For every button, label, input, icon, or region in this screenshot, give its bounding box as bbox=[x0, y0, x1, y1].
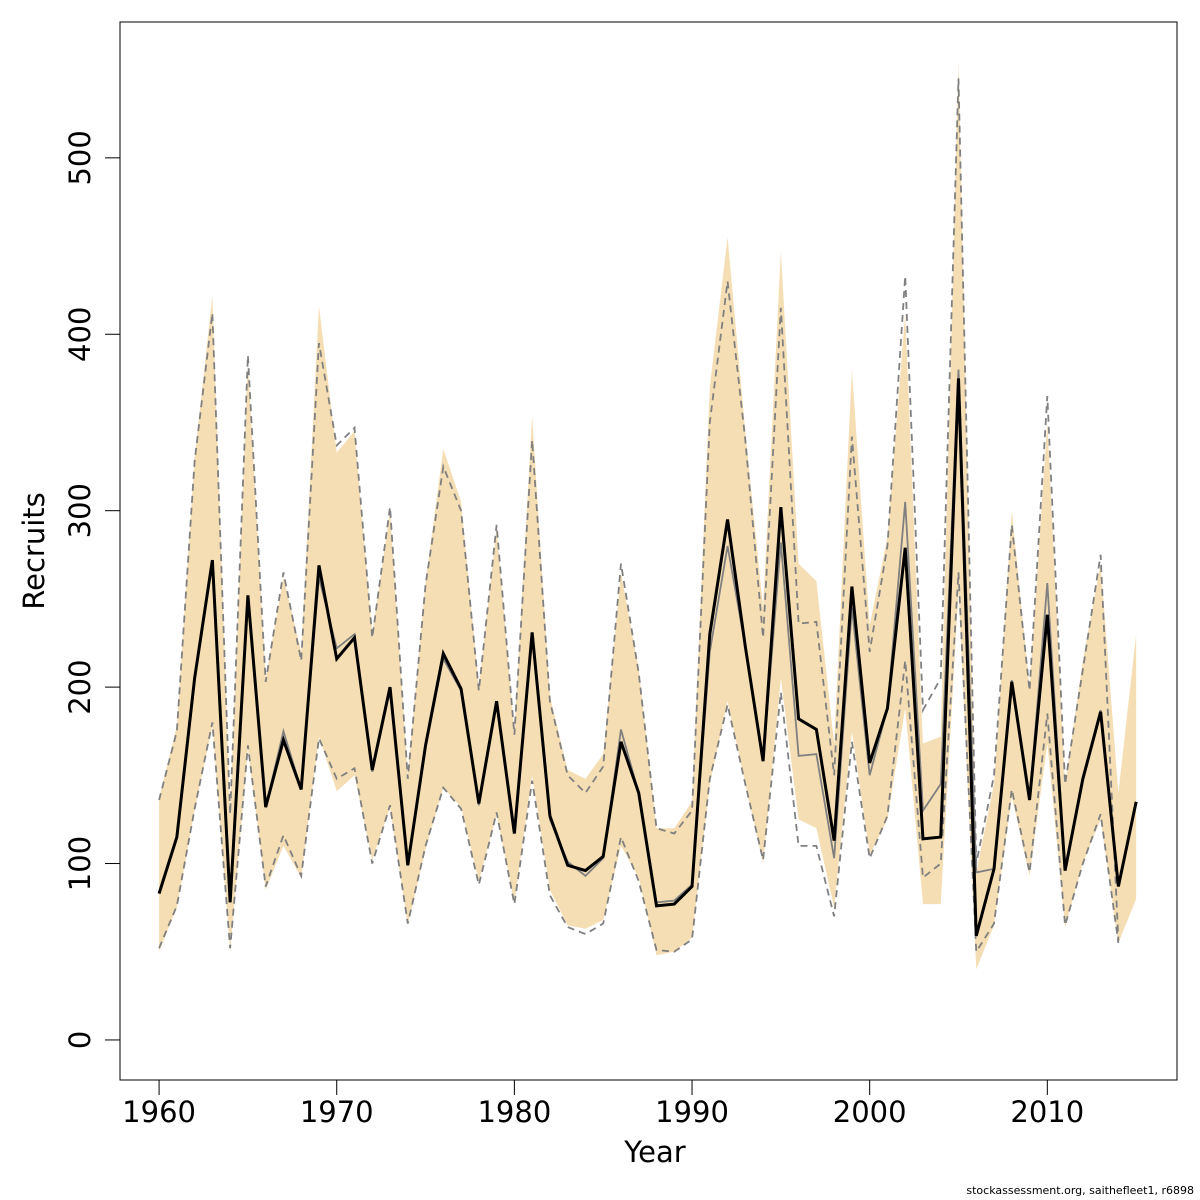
estimate bbox=[157, 378, 1138, 937]
x-tick-label: 2000 bbox=[833, 1095, 907, 1129]
x-tick-label: 1970 bbox=[300, 1095, 374, 1129]
y-tick-label: 300 bbox=[63, 483, 97, 538]
y-tick-label: 400 bbox=[63, 307, 97, 362]
y-tick-label: 0 bbox=[63, 1031, 97, 1049]
confidence-band bbox=[159, 60, 1137, 970]
previous-ci-high bbox=[158, 78, 1120, 942]
x-tick-label: 1980 bbox=[477, 1095, 551, 1129]
x-tick-label: 1990 bbox=[655, 1095, 729, 1129]
y-axis-label: Recruits bbox=[17, 492, 51, 609]
x-tick-label: 1960 bbox=[122, 1095, 196, 1129]
x-tick-label: 2010 bbox=[1010, 1095, 1084, 1129]
x-axis-label: Year bbox=[623, 1135, 685, 1169]
previous-ci-low bbox=[158, 572, 1120, 955]
footnote: stockassessment.org, saithefleet1, r6898 bbox=[966, 1184, 1194, 1197]
y-tick-label: 200 bbox=[63, 659, 97, 714]
y-tick-label: 500 bbox=[63, 130, 97, 185]
y-tick-label: 100 bbox=[63, 836, 97, 891]
